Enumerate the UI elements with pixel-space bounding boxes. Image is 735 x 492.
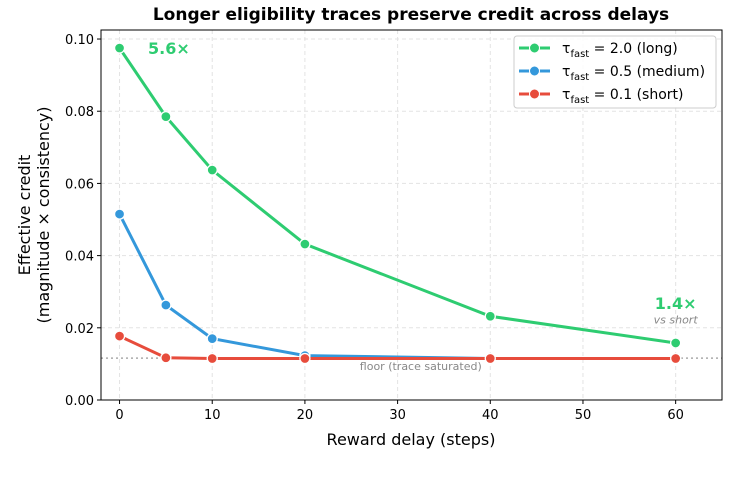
y-tick-label: 0.04 — [65, 250, 94, 265]
floor-line: floor (trace saturated) — [101, 357, 722, 373]
x-tick-label: 10 — [204, 408, 221, 423]
y-tick-label: 0.00 — [65, 394, 94, 409]
legend-label: τfast = 2.0 (long) — [562, 41, 678, 60]
legend-marker — [529, 88, 540, 100]
data-point — [299, 352, 311, 365]
data-point — [160, 352, 172, 364]
legend-label: τfast = 0.1 (short) — [562, 87, 683, 106]
x-tick-label: 40 — [482, 408, 499, 423]
data-point — [206, 352, 218, 365]
legend-box — [513, 35, 717, 109]
x-tick-label: 50 — [575, 408, 592, 423]
data-point — [299, 238, 311, 250]
data-point — [113, 42, 126, 54]
data-point — [113, 330, 126, 342]
x-tick-label: 60 — [667, 408, 684, 423]
annotations: 5.6× 1.4×vs short — [148, 39, 698, 326]
data-point — [670, 337, 682, 349]
series-line — [118, 334, 676, 360]
data-point — [670, 352, 682, 365]
annotation: 5.6× — [148, 39, 190, 58]
annotation: vs short — [654, 313, 699, 326]
plot-frame — [100, 29, 723, 401]
data-point — [206, 332, 218, 345]
data-point — [160, 299, 172, 311]
legend-marker — [529, 65, 540, 77]
y-axis-label-line2: (magnitude × consistency) — [34, 107, 53, 324]
x-axis-label: Reward delay (steps) — [327, 430, 496, 449]
axis-ticks: 0 10 20 30 40 50 60 0.00 0.02 0.04 0.06 0.08 0.10 — [65, 33, 684, 423]
data-point — [113, 208, 126, 220]
y-tick-label: 0.02 — [65, 322, 94, 337]
x-tick-label: 0 — [115, 408, 123, 423]
y-tick-label: 0.10 — [65, 33, 94, 48]
y-axis-label-line1: Effective credit — [15, 155, 34, 276]
legend-marker — [529, 42, 540, 54]
x-tick-label: 20 — [297, 408, 314, 423]
legend: τfast = 2.0 (long) τfast = 0.5 (medium) τf… — [513, 35, 717, 109]
data-point — [484, 352, 496, 365]
annotation: 1.4× — [655, 294, 697, 313]
data-point — [160, 110, 172, 123]
chart-title: Longer eligibility traces preserve credi… — [153, 5, 669, 25]
y-tick-label: 0.08 — [65, 105, 94, 120]
data-point — [484, 310, 496, 322]
series-group — [113, 42, 682, 365]
data-point — [206, 164, 218, 176]
series-line — [118, 47, 676, 345]
x-tick-label: 30 — [389, 408, 406, 423]
y-tick-label: 0.06 — [65, 177, 94, 192]
floor-label: floor (trace saturated) — [360, 360, 482, 373]
legend-label: τfast = 0.5 (medium) — [562, 64, 705, 83]
